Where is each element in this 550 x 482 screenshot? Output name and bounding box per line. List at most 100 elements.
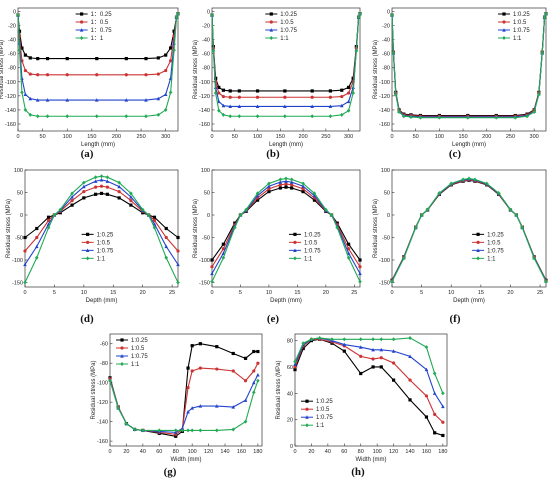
x-tick-label: 60 xyxy=(156,449,162,455)
data-point xyxy=(164,235,168,240)
data-point xyxy=(45,98,50,102)
data-point xyxy=(508,207,513,212)
x-tick-label: 0 xyxy=(293,449,296,455)
data-point xyxy=(342,342,347,347)
legend-swatch-marker xyxy=(305,423,309,428)
data-point xyxy=(210,13,214,18)
chart-panel-d: 0 5 10 15 20 25 -150 -100 -50 0 50 100 Depth (mm) Res… xyxy=(6,168,180,325)
data-point xyxy=(347,242,351,246)
data-point xyxy=(244,207,248,212)
data-point xyxy=(46,225,51,230)
data-point xyxy=(213,91,218,96)
data-point xyxy=(163,92,168,97)
data-point xyxy=(94,192,98,196)
data-point xyxy=(124,421,129,426)
data-point xyxy=(312,198,317,202)
x-axis-label: Width (mm) xyxy=(356,457,387,463)
data-point xyxy=(186,428,190,433)
y-tick-label: -80 xyxy=(100,361,108,367)
legend-swatch-marker xyxy=(269,28,274,32)
x-tick-label: 40 xyxy=(325,449,331,455)
data-point xyxy=(169,59,173,63)
data-point xyxy=(347,247,351,251)
series-d-1 xyxy=(23,191,180,240)
legend-swatch-marker xyxy=(86,240,90,244)
y-tick-label: -120 xyxy=(97,400,108,406)
legend-entry: 1:0.25 xyxy=(513,12,530,18)
data-point xyxy=(408,354,412,358)
y-tick-label: -160 xyxy=(199,122,210,128)
legend-entry: 1:1 xyxy=(280,36,289,42)
data-point xyxy=(65,114,70,119)
data-point xyxy=(237,104,242,108)
data-point xyxy=(409,114,413,119)
data-point xyxy=(408,335,412,340)
series-f-3 xyxy=(390,177,548,283)
data-point xyxy=(283,114,287,119)
data-point xyxy=(172,48,176,53)
legend-entry: 1:1 xyxy=(131,362,140,368)
data-point xyxy=(278,186,282,190)
data-point xyxy=(346,99,351,104)
data-point xyxy=(221,242,225,246)
data-point xyxy=(186,410,190,414)
data-point xyxy=(532,110,536,115)
legend: 1：0.25 1：0.5 1：0.75 1：1 xyxy=(75,12,112,42)
y-tick-label: -60 xyxy=(100,342,108,348)
data-point xyxy=(358,345,363,349)
panel-label: (g) xyxy=(164,466,177,478)
data-point xyxy=(391,50,396,55)
data-point xyxy=(164,68,168,73)
data-point xyxy=(23,92,28,97)
legend-swatch-marker xyxy=(305,399,309,403)
data-point xyxy=(494,115,499,120)
legend-swatch-marker xyxy=(293,232,297,236)
data-point xyxy=(146,213,151,217)
y-tick-label: -40 xyxy=(382,38,390,44)
legend-entry: 1:0.25 xyxy=(304,232,321,238)
x-tick-label: 100 xyxy=(435,134,444,140)
data-point xyxy=(293,365,297,369)
data-point xyxy=(432,371,437,376)
y-tick-label: -100 xyxy=(5,80,16,86)
y-tick-label: -50 xyxy=(382,236,390,242)
x-tick-label: 20 xyxy=(140,290,146,296)
data-point xyxy=(391,361,396,365)
x-tick-label: 25 xyxy=(537,290,543,296)
x-tick-label: 150 xyxy=(458,134,467,140)
data-point xyxy=(252,349,256,354)
legend-entry: 1：1 xyxy=(91,36,104,42)
data-point xyxy=(358,258,362,262)
x-tick-label: 180 xyxy=(253,449,262,455)
data-point xyxy=(35,114,40,119)
chart-panel-g: 0 20 40 60 80 100 120 140 160 180 -60 -80 -100 -120 -1… xyxy=(91,333,262,478)
legend-swatch-marker xyxy=(305,407,309,411)
legend-entry: 1:0.5 xyxy=(487,240,501,246)
data-point xyxy=(278,177,283,182)
data-point xyxy=(221,103,226,108)
data-point xyxy=(441,433,445,438)
x-tick-label: 0 xyxy=(108,449,111,455)
y-tick-label: -100 xyxy=(379,258,390,264)
y-tick-label: 100 xyxy=(381,168,390,174)
data-point xyxy=(58,207,63,212)
legend-swatch-marker xyxy=(120,354,124,358)
data-point xyxy=(542,15,547,20)
chart-panel-f: 0 5 10 15 20 25 -150 -100 -50 0 50 100 Depth (mm) Res… xyxy=(373,168,548,325)
chart-panel-e: 0 5 10 15 20 25 -150 -100 -50 0 50 100 Depth (mm) Res… xyxy=(193,168,362,325)
legend-swatch-marker xyxy=(293,256,297,261)
data-point xyxy=(198,428,203,433)
data-point xyxy=(309,337,314,342)
data-point xyxy=(238,213,243,217)
data-point xyxy=(437,115,442,120)
y-tick-label: -120 xyxy=(5,94,16,100)
data-point xyxy=(190,406,194,410)
data-point xyxy=(243,419,248,424)
data-point xyxy=(408,378,412,382)
data-point xyxy=(340,88,344,92)
legend-swatch-marker xyxy=(502,12,506,16)
data-point xyxy=(278,180,283,184)
y-tick-label: -100 xyxy=(379,80,390,86)
data-point xyxy=(152,218,157,222)
data-point xyxy=(36,57,40,61)
